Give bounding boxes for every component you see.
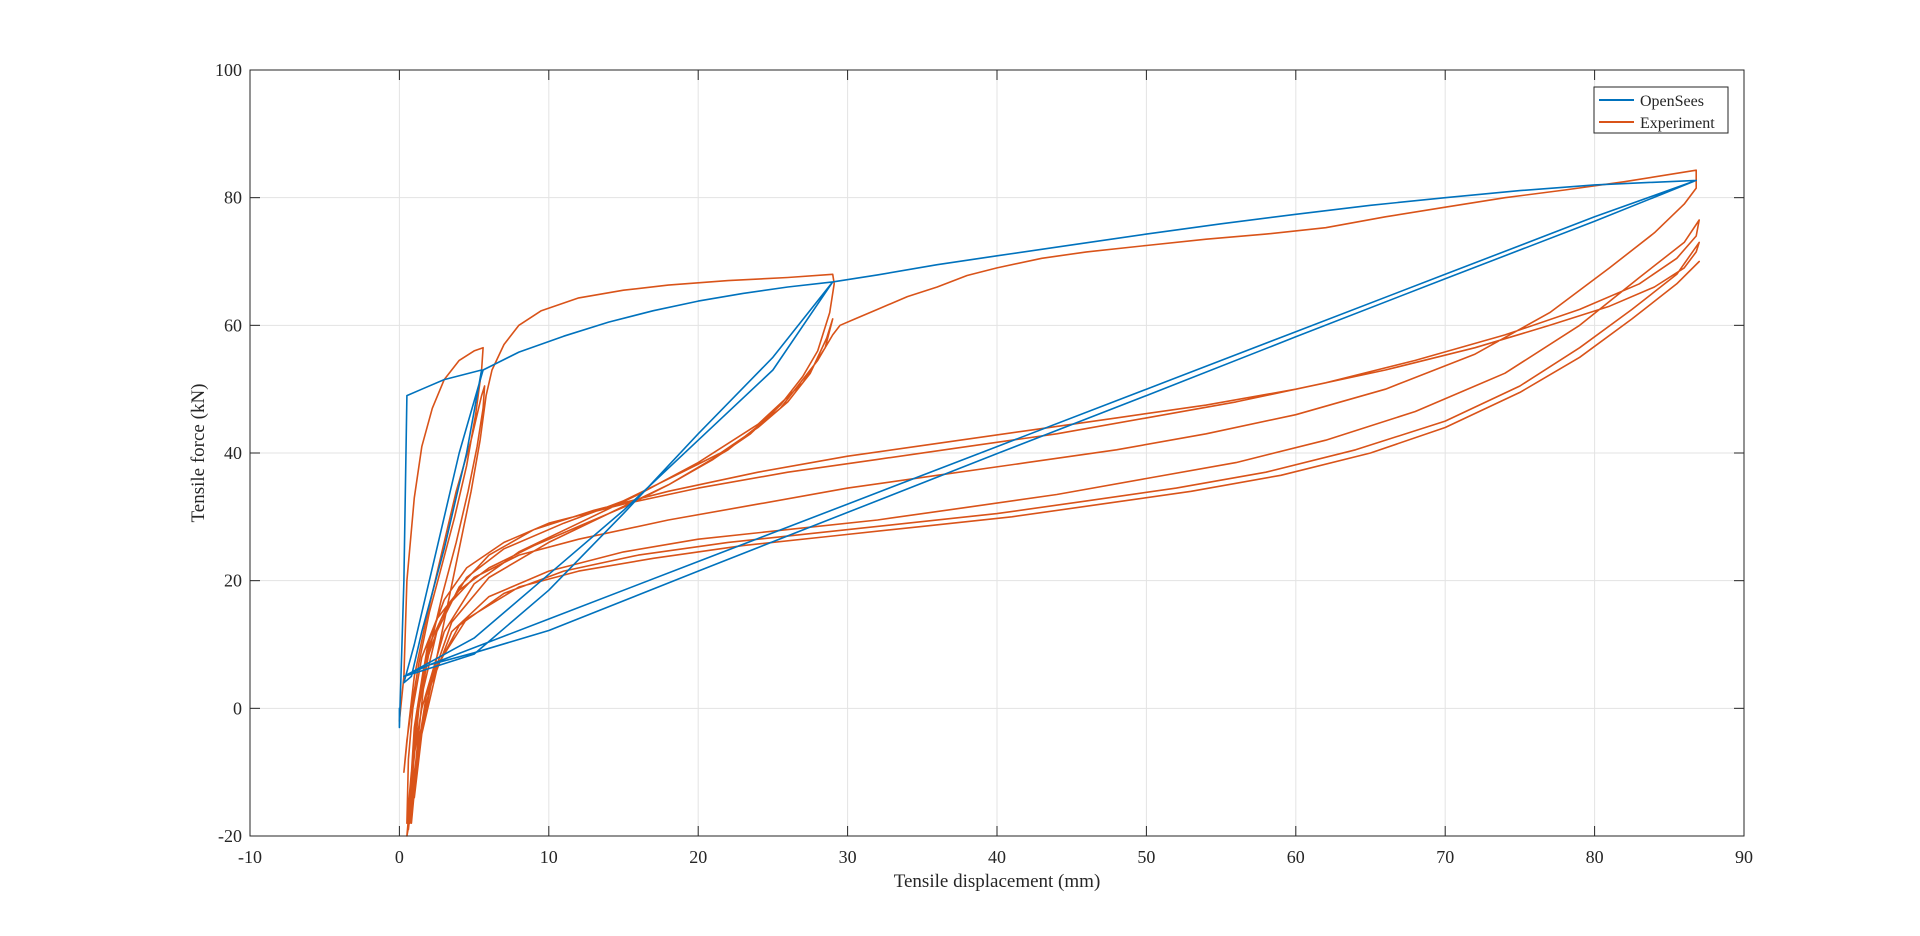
y-tick-label: 40 [224,443,242,463]
plot-frame [249,69,1745,837]
x-tick-label: 80 [1586,847,1604,867]
x-tick-label: 90 [1735,847,1753,867]
y-tick-label: 100 [215,60,242,80]
x-tick-label: 60 [1287,847,1305,867]
y-tick-label: 80 [224,188,242,208]
y-tick-label: 60 [224,315,242,335]
y-tick-label: 20 [224,571,242,591]
y-tick-label: -20 [218,826,242,846]
tick-labels: -10 0 10 20 30 40 50 60 70 80 90 -20 0 20 40 60 80 100 [215,60,1753,867]
x-tick-label: 40 [988,847,1006,867]
y-axis-label: Tensile force (kN) [188,384,209,523]
x-tick-label: 50 [1137,847,1155,867]
x-axis-label: Tensile displacement (mm) [894,871,1101,892]
legend-box [1593,86,1729,134]
legend-label-opensees: OpenSees [1640,93,1704,110]
data-series [398,169,1700,837]
x-tick-label: -10 [238,847,262,867]
series-line-opensees [398,179,1697,729]
legend: OpenSees Experiment [1593,86,1729,134]
y-tick-label: 0 [233,698,242,718]
x-tick-label: 30 [839,847,857,867]
x-tick-label: 70 [1436,847,1454,867]
x-tick-label: 20 [689,847,707,867]
series-line-experiment [398,169,1700,837]
x-tick-label: 0 [395,847,404,867]
x-tick-label: 10 [540,847,558,867]
legend-label-experiment: Experiment [1640,115,1715,132]
